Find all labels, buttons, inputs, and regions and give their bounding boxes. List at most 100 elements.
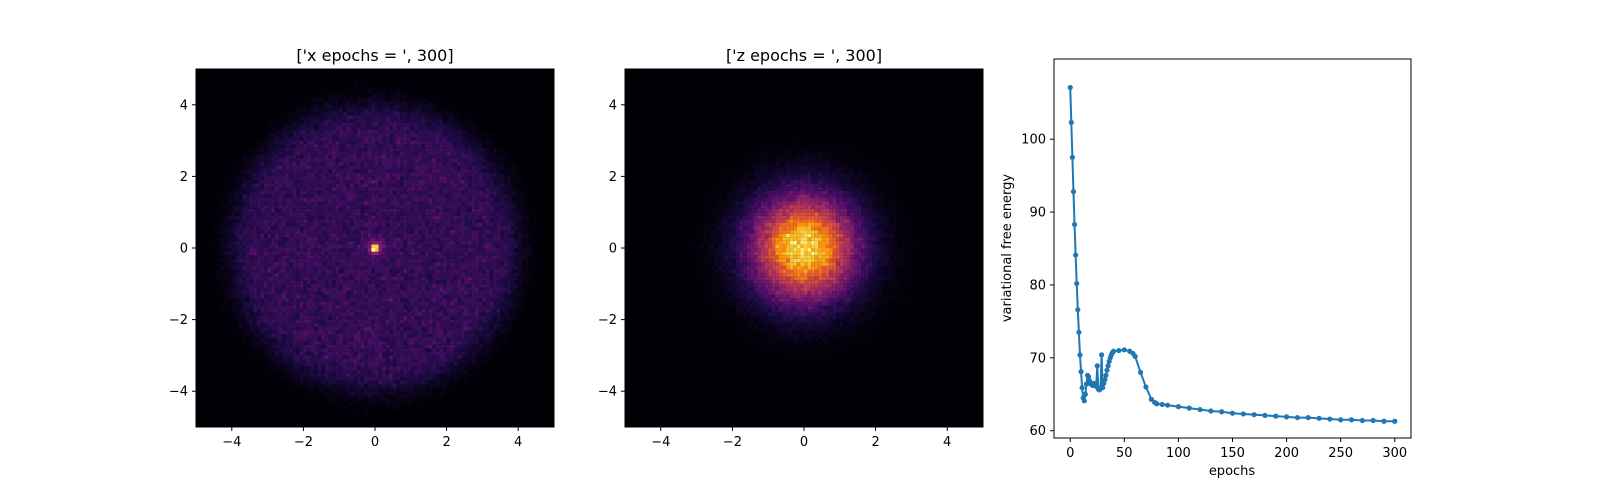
heatmap-cell bbox=[453, 326, 458, 331]
heatmap-cell bbox=[450, 205, 454, 209]
heatmap-cell bbox=[310, 190, 315, 195]
heatmap-cell bbox=[238, 251, 243, 256]
heatmap-cell bbox=[503, 283, 508, 288]
heatmap-cell bbox=[410, 398, 415, 402]
heatmap-cell bbox=[532, 273, 537, 277]
heatmap-cell bbox=[303, 301, 308, 306]
heatmap-cell bbox=[292, 351, 297, 356]
heatmap-cell bbox=[457, 233, 461, 238]
heatmap-cell bbox=[464, 373, 469, 377]
heatmap-cell bbox=[414, 230, 419, 234]
heatmap-cell bbox=[475, 305, 479, 309]
heatmap-cell bbox=[332, 401, 336, 406]
heatmap-cell bbox=[546, 269, 551, 274]
heatmap-cell bbox=[332, 208, 336, 213]
heatmap-cell bbox=[425, 273, 429, 277]
heatmap-cell bbox=[435, 265, 440, 270]
heatmap-cell bbox=[421, 319, 426, 324]
heatmap-cell bbox=[292, 222, 297, 227]
heatmap-cell bbox=[253, 319, 257, 324]
heatmap-cell bbox=[296, 341, 300, 345]
heatmap-cell bbox=[346, 391, 350, 395]
heatmap-cell bbox=[278, 212, 282, 216]
heatmap-cell bbox=[271, 283, 275, 288]
heatmap-cell bbox=[475, 280, 479, 284]
heatmap-cell bbox=[271, 358, 275, 363]
heatmap-cell bbox=[503, 294, 508, 299]
heatmap-cell bbox=[238, 312, 243, 317]
heatmap-cell bbox=[378, 215, 383, 220]
heatmap-cell bbox=[396, 283, 401, 288]
heatmap-cell bbox=[210, 269, 214, 274]
heatmap-cell bbox=[371, 387, 376, 392]
heatmap-cell bbox=[511, 280, 515, 284]
heatmap-cell bbox=[206, 248, 211, 252]
heatmap-cell bbox=[274, 233, 279, 238]
heatmap-cell bbox=[425, 319, 429, 324]
heatmap-cell bbox=[289, 226, 293, 231]
heatmap-cell bbox=[274, 262, 279, 266]
heatmap-cell bbox=[221, 258, 225, 263]
heatmap-cell bbox=[296, 190, 300, 195]
heatmap-cell bbox=[375, 226, 379, 231]
heatmap-cell bbox=[536, 287, 540, 292]
heatmap-cell bbox=[417, 337, 422, 342]
heatmap-cell bbox=[292, 244, 297, 249]
heatmap-cell bbox=[425, 255, 429, 259]
heatmap-cell bbox=[400, 283, 404, 288]
heatmap-cell bbox=[382, 351, 386, 356]
heatmap-cell bbox=[396, 366, 401, 370]
heatmap-cell bbox=[346, 233, 350, 238]
heatmap-cell bbox=[389, 308, 393, 313]
heatmap-cell bbox=[493, 273, 497, 277]
heatmap-cell bbox=[493, 240, 497, 245]
heatmap-cell bbox=[375, 248, 379, 252]
heatmap-cell bbox=[403, 273, 408, 277]
heatmap-cell bbox=[446, 319, 451, 324]
heatmap-cell bbox=[328, 358, 333, 363]
heatmap-cell bbox=[482, 330, 487, 334]
heatmap-cell bbox=[507, 230, 512, 234]
heatmap-cell bbox=[342, 190, 347, 195]
heatmap-cell bbox=[264, 290, 268, 295]
heatmap-cell bbox=[403, 419, 408, 424]
heatmap-cell bbox=[267, 319, 272, 324]
heatmap-cell bbox=[271, 197, 275, 202]
heatmap-cell bbox=[292, 333, 297, 338]
heatmap-cell bbox=[371, 215, 376, 220]
heatmap-cell bbox=[274, 258, 279, 263]
heatmap-cell bbox=[407, 312, 411, 317]
heatmap-cell bbox=[346, 308, 350, 313]
heatmap-cell bbox=[392, 280, 397, 284]
heatmap-cell bbox=[321, 294, 325, 299]
heatmap-cell bbox=[392, 276, 397, 281]
heatmap-cell bbox=[371, 323, 376, 327]
heatmap-cell bbox=[238, 333, 243, 338]
heatmap-cell bbox=[385, 416, 390, 420]
heatmap-cell bbox=[353, 237, 358, 241]
heatmap-cell bbox=[439, 351, 444, 356]
heatmap-cell bbox=[360, 348, 365, 352]
heatmap-cell bbox=[503, 323, 508, 327]
heatmap-cell bbox=[525, 298, 529, 302]
heatmap-cell bbox=[324, 301, 329, 306]
heatmap-cell bbox=[417, 333, 422, 338]
heatmap-cell bbox=[267, 269, 272, 274]
heatmap-cell bbox=[296, 355, 300, 360]
heatmap-cell bbox=[317, 312, 322, 317]
heatmap-cell bbox=[274, 376, 279, 381]
heatmap-cell bbox=[460, 205, 465, 209]
heatmap-cell bbox=[328, 369, 333, 374]
heatmap-cell bbox=[410, 197, 415, 202]
heatmap-cell bbox=[357, 201, 361, 206]
heatmap-cell bbox=[314, 222, 318, 227]
heatmap-cell bbox=[421, 208, 426, 213]
heatmap-cell bbox=[328, 262, 333, 266]
heatmap-cell bbox=[224, 269, 229, 274]
heatmap-cell bbox=[417, 226, 422, 231]
heatmap-cell bbox=[385, 219, 390, 223]
heatmap-cell bbox=[432, 326, 436, 331]
heatmap-cell bbox=[475, 276, 479, 281]
heatmap-cell bbox=[403, 255, 408, 259]
heatmap-cell bbox=[299, 358, 304, 363]
